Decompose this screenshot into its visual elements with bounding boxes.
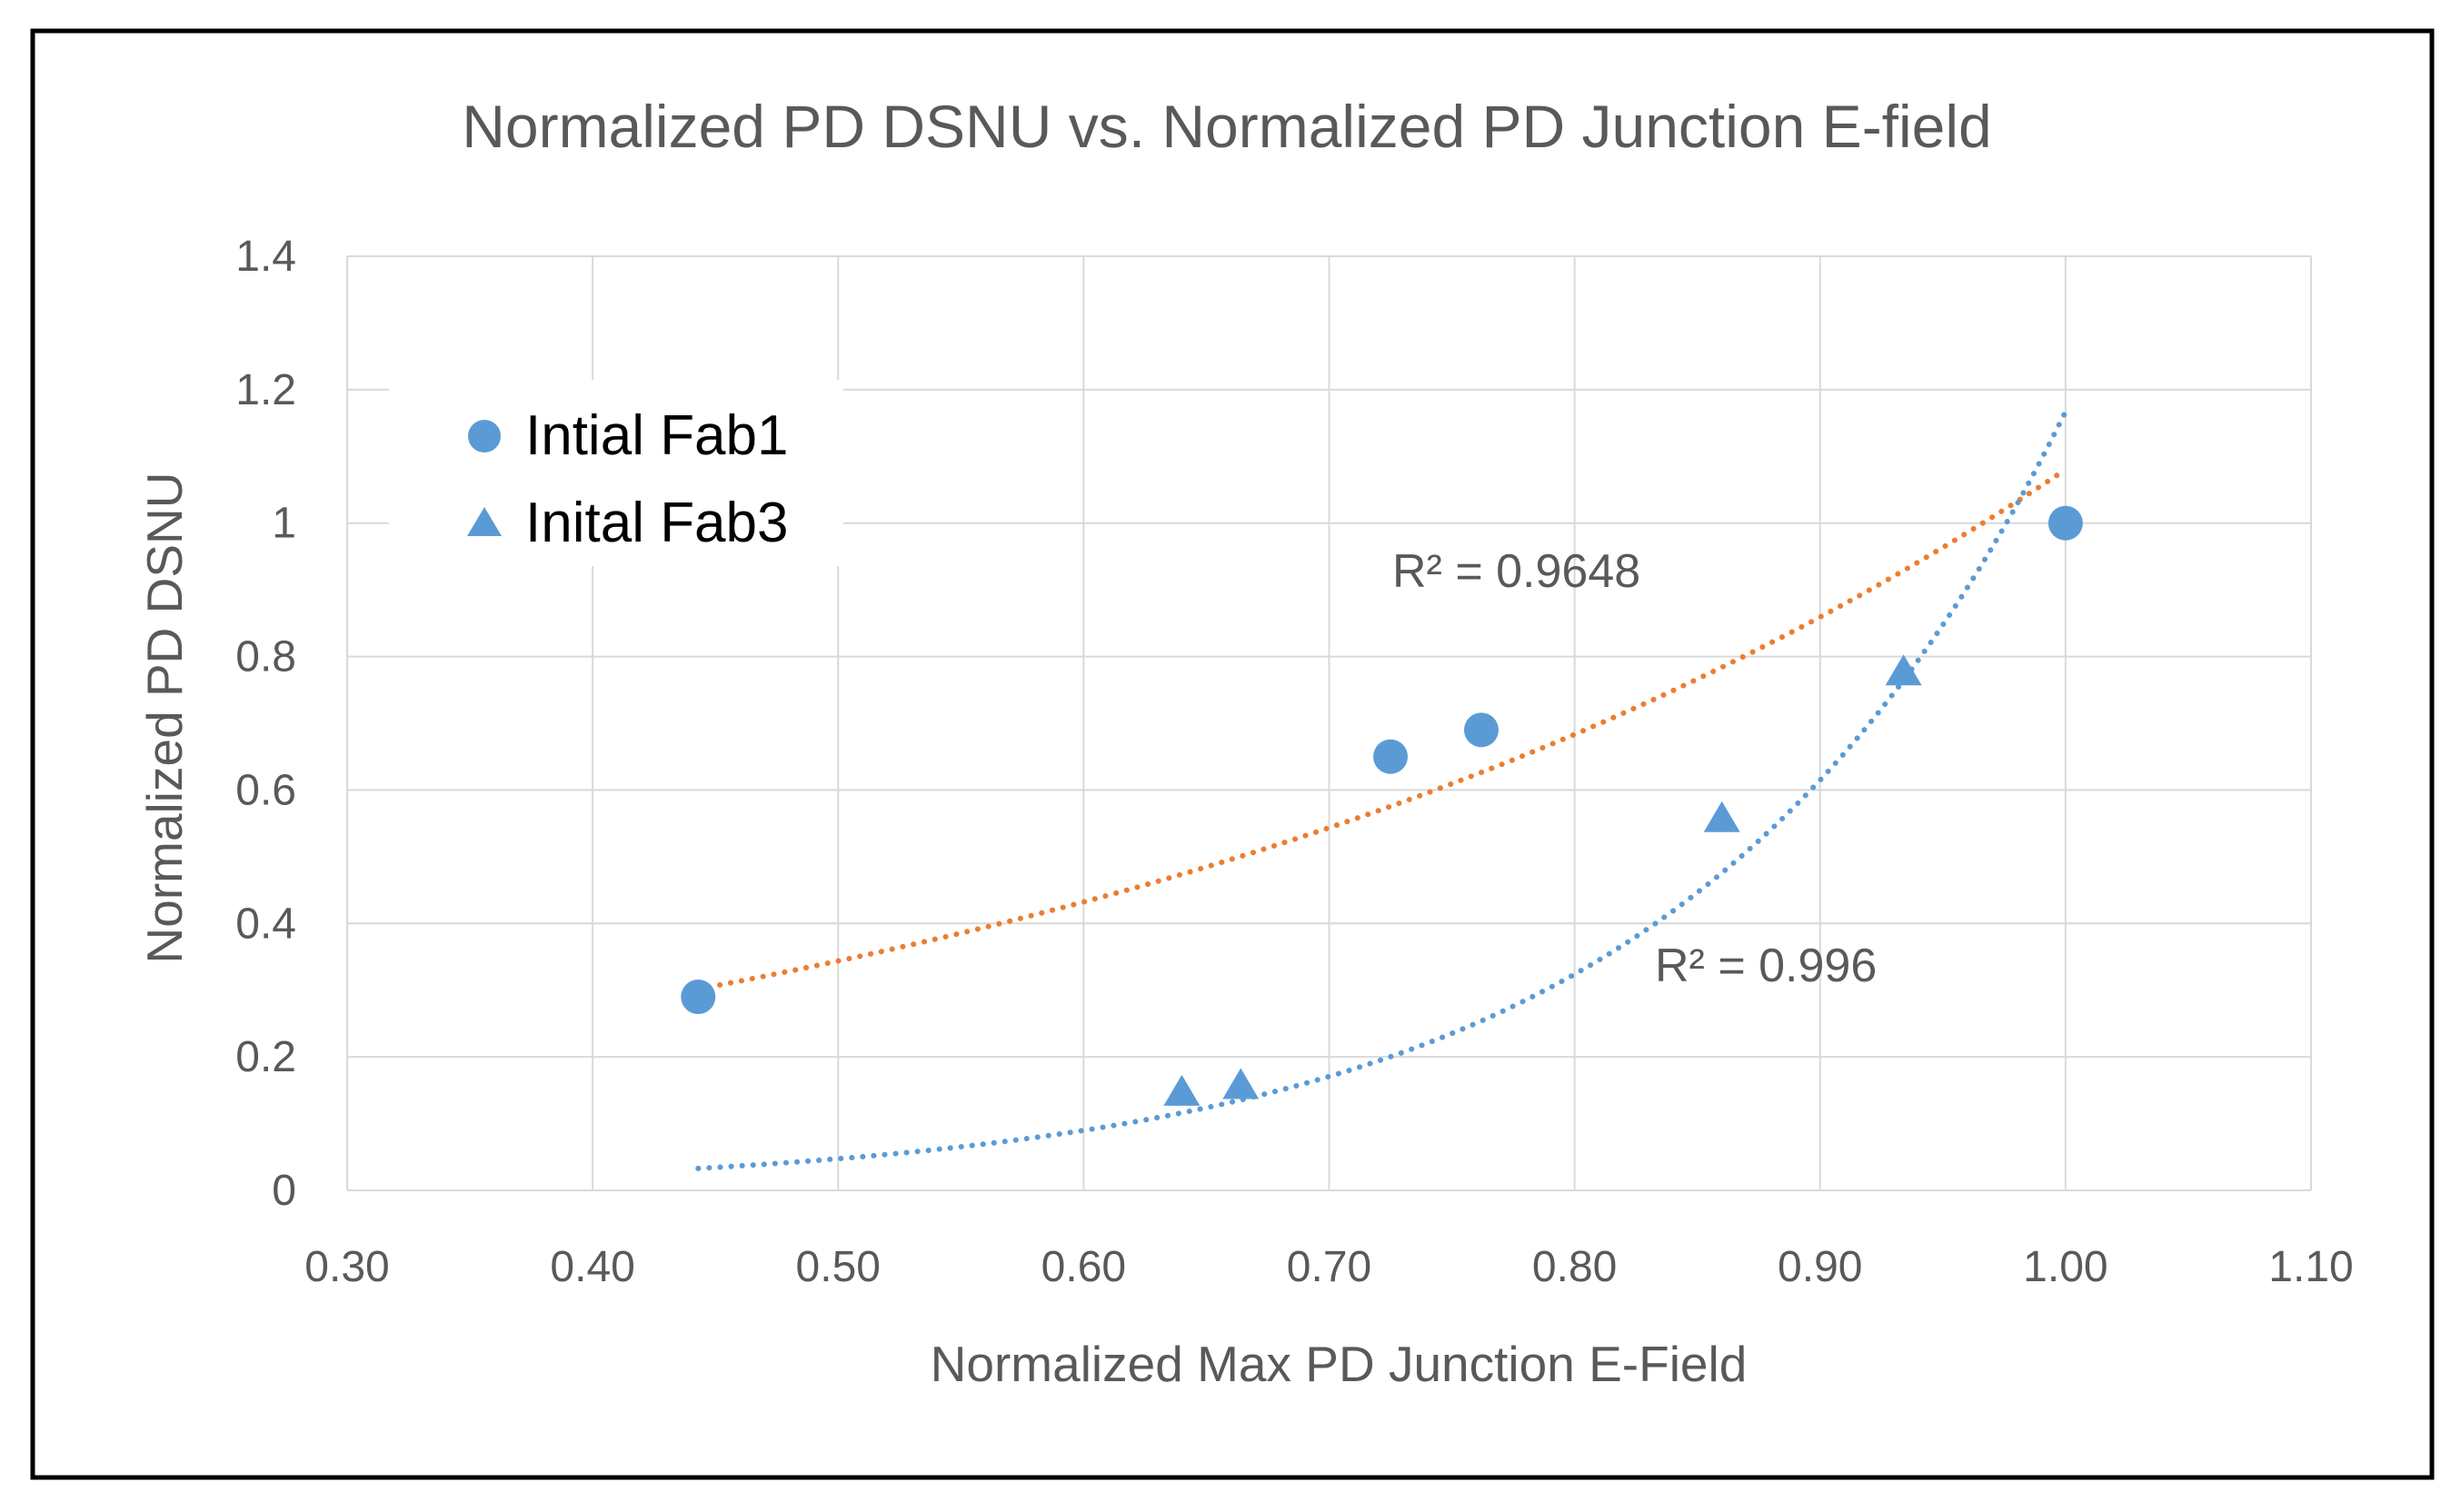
data-point-series-2 — [1703, 801, 1740, 832]
data-point-series-1 — [1373, 739, 1409, 774]
x-tick-label: 1.10 — [2268, 1243, 2353, 1291]
y-axis-label: Normalized PD DSNU — [136, 472, 193, 964]
data-point-series-2 — [1885, 654, 1922, 686]
trendlines — [695, 409, 2068, 1171]
x-tick-label: 1.00 — [2023, 1243, 2107, 1291]
data-point-series-1 — [2048, 505, 2083, 541]
grid-layer — [346, 255, 2312, 1191]
legend-marker-fab3 — [467, 507, 502, 536]
y-tick-label: 0.2 — [235, 1033, 296, 1081]
y-tick-label: 1.2 — [235, 366, 296, 414]
trendline-series-2 — [695, 409, 2068, 1171]
x-axis-label: Normalized Max PD Junction E-Field — [931, 1336, 1748, 1392]
data-points — [681, 505, 2083, 1106]
x-tick-label: 0.80 — [1532, 1243, 1617, 1291]
y-tick-label: 1.4 — [235, 233, 296, 281]
y-tick-labels: 0 0.2 0.4 0.6 0.8 1 1.2 1.4 — [235, 233, 296, 1215]
x-tick-label: 0.70 — [1287, 1243, 1371, 1291]
x-tick-labels: 0.30 0.40 0.50 0.60 0.70 0.80 0.90 1.00 1.10 — [304, 1243, 2353, 1291]
data-point-series-2 — [1163, 1074, 1201, 1106]
legend-marker-fab1 — [468, 420, 501, 453]
legend-label-fab1: Intial Fab1 — [525, 404, 789, 467]
y-tick-label: 0.6 — [235, 766, 296, 814]
x-tick-label: 0.40 — [550, 1243, 634, 1291]
legend-background — [389, 380, 843, 566]
trendline-series-1 — [695, 466, 2068, 992]
x-tick-label: 0.90 — [1778, 1243, 1862, 1291]
r2-label-fab3: R² = 0.996 — [1655, 940, 1877, 992]
r2-label-fab1: R² = 0.9648 — [1392, 545, 1640, 598]
y-tick-label: 0 — [272, 1167, 296, 1215]
data-point-series-1 — [681, 980, 716, 1015]
x-tick-label: 0.60 — [1041, 1243, 1126, 1291]
chart-border — [30, 28, 2435, 1480]
y-tick-label: 0.8 — [235, 633, 296, 681]
x-tick-label: 0.30 — [304, 1243, 389, 1291]
data-point-series-2 — [1222, 1068, 1260, 1099]
x-tick-label: 0.50 — [796, 1243, 881, 1291]
legend: Intial Fab1 Inital Fab3 — [389, 380, 843, 566]
y-tick-label: 1 — [272, 500, 296, 548]
legend-label-fab3: Inital Fab3 — [525, 492, 789, 554]
y-tick-label: 0.4 — [235, 900, 296, 948]
chart-title: Normalized PD DSNU vs. Normalized PD Jun… — [462, 93, 1992, 160]
data-point-series-1 — [1463, 712, 1499, 748]
